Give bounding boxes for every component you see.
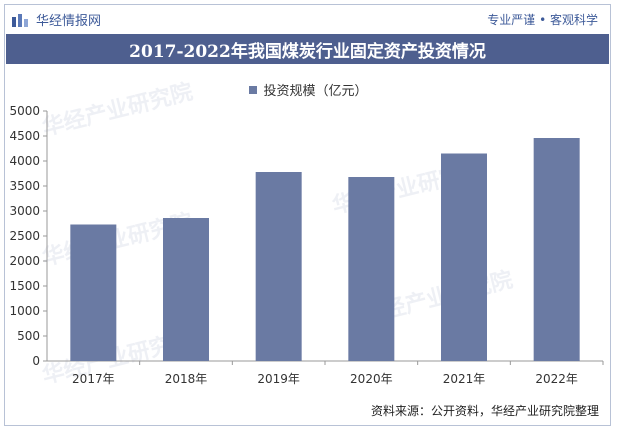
x-tick-label: 2018年 [165,372,208,386]
x-tick-label: 2022年 [535,372,578,386]
y-tick-label: 4500 [9,129,40,143]
bar [70,224,117,361]
y-tick-label: 500 [17,329,40,343]
bar [163,218,209,361]
y-tick-label: 2500 [9,229,40,243]
slogan: 专业严谨 • 客观科学 [487,13,598,27]
bar [348,177,395,361]
x-tick-label: 2021年 [443,372,486,386]
title-bar: 2017-2022年我国煤炭行业固定资产投资情况 [6,34,609,64]
x-tick-label: 2020年 [350,372,393,386]
header-bar: 华经情报网 专业严谨 • 客观科学 [6,6,610,30]
y-tick-label: 3000 [9,204,40,218]
legend: 投资规模（亿元） [0,80,617,99]
bar [255,172,302,361]
x-tick-label: 2017年 [72,372,115,386]
y-tick-label: 1500 [9,279,40,293]
chart-frame [4,4,611,426]
legend-label: 投资规模（亿元） [263,84,368,99]
bar [533,138,580,361]
brand-name: 华经情报网 [36,14,102,29]
brand-logo-icon [12,13,28,27]
brand[interactable]: 华经情报网 [12,10,101,29]
source-note: 资料来源：公开资料，华经产业研究院整理 [370,404,599,418]
y-tick-label: 3500 [9,179,40,193]
chart-title: 2017-2022年我国煤炭行业固定资产投资情况 [129,41,486,62]
bar [441,153,487,361]
x-tick-label: 2019年 [257,372,300,386]
legend-swatch [249,85,258,94]
y-tick-label: 2000 [9,254,40,268]
y-tick-label: 0 [32,354,40,368]
y-tick-label: 5000 [9,104,40,118]
y-tick-label: 1000 [9,304,40,318]
y-tick-label: 4000 [9,154,40,168]
